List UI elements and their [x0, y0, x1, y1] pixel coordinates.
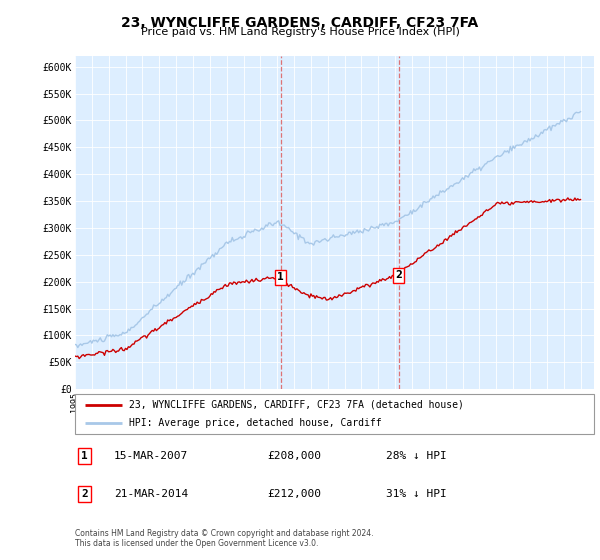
Text: 21-MAR-2014: 21-MAR-2014 — [114, 489, 188, 499]
Text: Price paid vs. HM Land Registry's House Price Index (HPI): Price paid vs. HM Land Registry's House … — [140, 27, 460, 38]
Text: 1: 1 — [81, 451, 88, 461]
Text: 1: 1 — [277, 272, 284, 282]
Text: 2: 2 — [81, 489, 88, 499]
FancyBboxPatch shape — [75, 394, 594, 434]
Text: 15-MAR-2007: 15-MAR-2007 — [114, 451, 188, 461]
Text: This data is licensed under the Open Government Licence v3.0.: This data is licensed under the Open Gov… — [75, 539, 319, 548]
Text: £212,000: £212,000 — [267, 489, 321, 499]
Text: 23, WYNCLIFFE GARDENS, CARDIFF, CF23 7FA: 23, WYNCLIFFE GARDENS, CARDIFF, CF23 7FA — [121, 16, 479, 30]
Text: 31% ↓ HPI: 31% ↓ HPI — [386, 489, 447, 499]
Text: HPI: Average price, detached house, Cardiff: HPI: Average price, detached house, Card… — [130, 418, 382, 428]
Text: £208,000: £208,000 — [267, 451, 321, 461]
Text: 23, WYNCLIFFE GARDENS, CARDIFF, CF23 7FA (detached house): 23, WYNCLIFFE GARDENS, CARDIFF, CF23 7FA… — [130, 400, 464, 409]
Text: Contains HM Land Registry data © Crown copyright and database right 2024.: Contains HM Land Registry data © Crown c… — [75, 529, 373, 538]
Text: 2: 2 — [395, 270, 402, 280]
Text: 28% ↓ HPI: 28% ↓ HPI — [386, 451, 447, 461]
